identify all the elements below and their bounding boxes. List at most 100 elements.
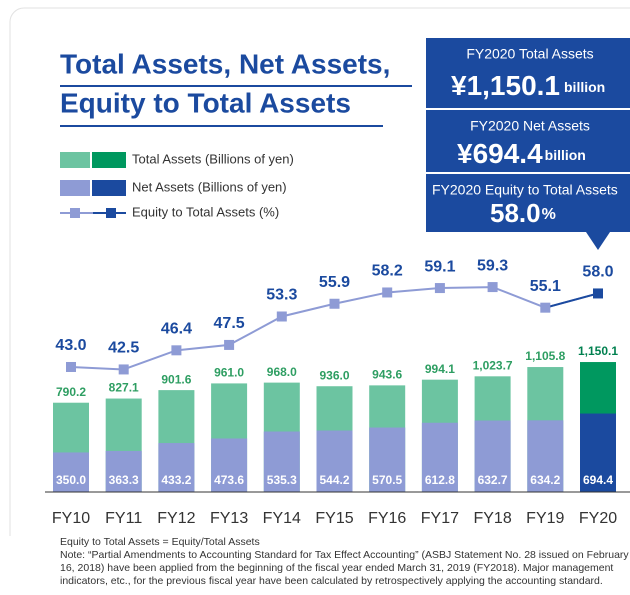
net-label: 544.2	[319, 473, 349, 487]
net-label: 632.7	[478, 473, 508, 487]
highlight-pointer	[586, 232, 610, 250]
equity-marker	[593, 288, 603, 299]
bar-net	[158, 443, 195, 492]
net-label: 634.2	[530, 473, 560, 487]
net-label: 473.6	[214, 473, 244, 487]
total-label: 827.1	[109, 381, 139, 395]
x-tick-label: FY14	[263, 510, 301, 527]
total-label: 994.1	[425, 362, 455, 376]
equity-marker	[434, 283, 445, 294]
x-tick-label: FY12	[157, 510, 195, 527]
equity-label: 58.2	[372, 263, 403, 280]
total-label: 1,150.1	[578, 344, 618, 358]
x-tick-label: FY20	[579, 510, 617, 527]
total-label: 936.0	[319, 368, 349, 382]
bar-net	[263, 431, 300, 492]
chart-title: Total Assets, Net Assets,	[60, 48, 390, 79]
highlight-label: FY2020 Total Assets	[466, 46, 593, 62]
equity-marker	[540, 302, 551, 313]
highlight-unit: billion	[545, 147, 586, 163]
equity-label: 59.1	[424, 258, 455, 275]
net-label: 535.3	[267, 473, 297, 487]
highlight-box: FY2020 Total Assets ¥1,150.1 billion FY20…	[426, 38, 630, 250]
highlight-value: 58.0%	[490, 198, 556, 228]
highlight-unit: billion	[564, 79, 605, 95]
equity-label: 55.9	[319, 274, 350, 291]
highlight-value: ¥694.4 billion	[457, 138, 586, 169]
net-label: 612.8	[425, 473, 455, 487]
highlight-value: ¥1,150.1 billion	[451, 70, 605, 101]
x-tick-label: FY11	[105, 510, 142, 527]
bar-net	[527, 420, 564, 492]
equity-marker	[224, 339, 235, 350]
highlight-panel	[426, 174, 630, 232]
x-tick-label: FY13	[210, 510, 248, 527]
equity-marker	[487, 282, 498, 293]
total-label: 943.6	[372, 368, 402, 382]
legend-swatch	[60, 180, 90, 196]
total-label: 901.6	[161, 372, 191, 386]
highlight-number: ¥1,150.1	[451, 70, 560, 101]
x-tick-label: FY16	[368, 510, 406, 527]
bar-net	[316, 430, 353, 492]
note-line: Equity to Total Assets = Equity/Total As…	[60, 536, 260, 548]
equity-line-highlight	[545, 292, 599, 309]
note-line: Note: “Partial Amendments to Accounting …	[60, 549, 629, 561]
equity-label: 58.0	[582, 264, 613, 281]
equity-label: 53.3	[266, 287, 297, 304]
legend-marker	[70, 208, 80, 218]
bar-net	[369, 427, 406, 492]
chart-title: Equity to Total Assets	[60, 87, 351, 118]
legend-marker	[106, 208, 116, 218]
chart: Total Assets, Net Assets, Equity to Tota…	[9, 7, 630, 536]
net-label: 694.4	[583, 473, 613, 487]
highlight-number: ¥694.4	[457, 138, 543, 169]
equity-label: 43.0	[55, 337, 86, 354]
equity-label: 46.4	[161, 321, 192, 338]
equity-label: 47.5	[214, 315, 245, 332]
equity-marker	[171, 345, 182, 356]
equity-label: 55.1	[530, 278, 561, 295]
legend-label: Equity to Total Assets (%)	[132, 204, 279, 219]
highlight-number: 58.0	[490, 198, 541, 228]
equity-label: 59.3	[477, 257, 508, 274]
legend-swatch	[92, 180, 126, 196]
net-label: 570.5	[372, 473, 402, 487]
highlight-label: FY2020 Equity to Total Assets	[432, 182, 618, 198]
bar-net	[421, 422, 458, 492]
x-tick-label: FY10	[52, 510, 90, 527]
bar-net	[105, 450, 142, 492]
legend-swatch	[92, 152, 126, 168]
highlight-panel	[426, 110, 630, 172]
equity-marker	[382, 287, 393, 298]
highlight-panel	[426, 38, 630, 108]
total-label: 1,023.7	[473, 358, 513, 372]
net-label: 350.0	[56, 473, 86, 487]
legend-swatch	[60, 152, 90, 168]
net-label: 433.2	[161, 473, 191, 487]
equity-marker	[118, 364, 129, 375]
bar-net	[211, 438, 248, 492]
highlight-label: FY2020 Net Assets	[470, 118, 590, 134]
note-line: indicators, etc., for the previous fisca…	[60, 575, 603, 587]
x-tick-label: FY17	[421, 510, 459, 527]
highlight-unit: %	[542, 206, 556, 223]
bar-net	[53, 452, 89, 492]
bar-net	[580, 413, 616, 492]
legend-label: Net Assets (Billions of yen)	[132, 179, 287, 194]
net-label: 363.3	[109, 473, 139, 487]
equity-marker	[329, 298, 340, 309]
bar-net	[474, 420, 511, 492]
legend-label: Total Assets (Billions of yen)	[132, 151, 294, 166]
x-tick-label: FY18	[473, 510, 511, 527]
equity-marker	[276, 311, 287, 322]
notes: Equity to Total Assets = Equity/Total As…	[60, 536, 630, 595]
equity-label: 42.5	[108, 340, 139, 357]
total-label: 961.0	[214, 366, 244, 380]
total-label: 1,105.8	[525, 349, 565, 363]
total-label: 968.0	[267, 365, 297, 379]
x-tick-label: FY15	[315, 510, 353, 527]
equity-marker	[66, 361, 76, 372]
note-line: 16, 2018) have been applied from the beg…	[60, 562, 614, 574]
